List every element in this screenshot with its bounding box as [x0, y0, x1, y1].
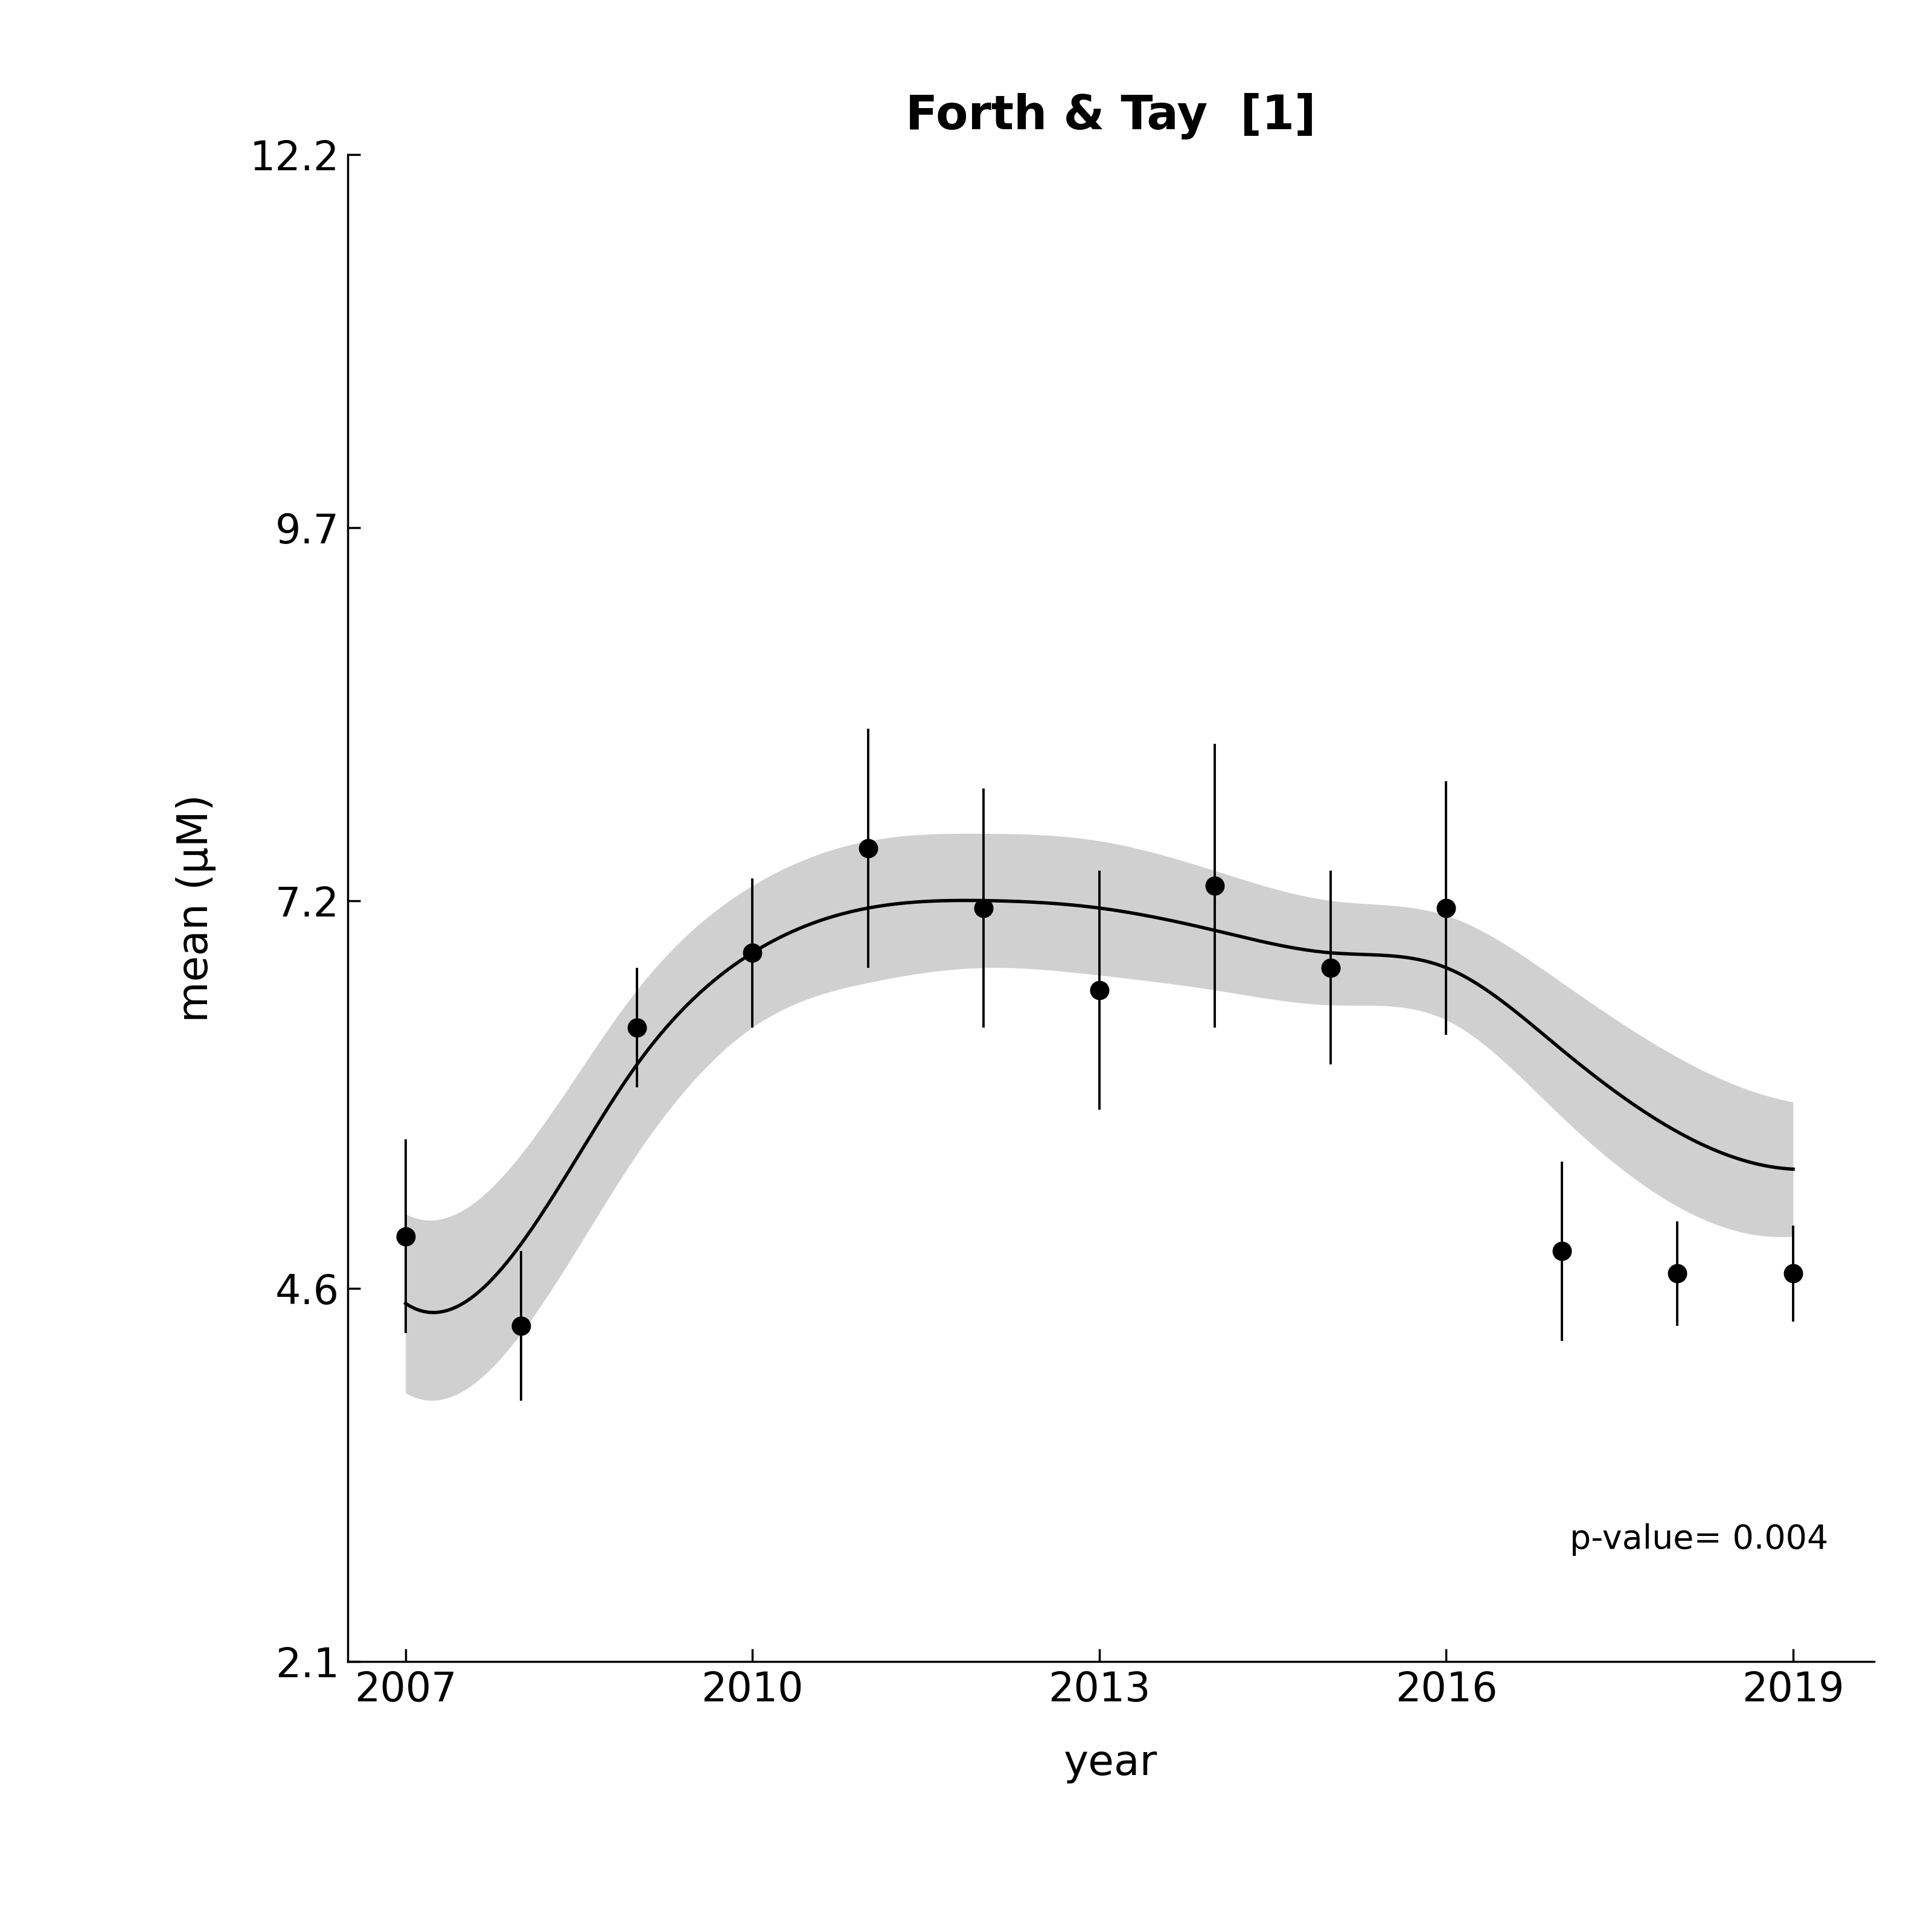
Text: p-value= 0.004: p-value= 0.004 [1569, 1524, 1828, 1555]
X-axis label: year: year [1065, 1743, 1157, 1783]
Y-axis label: mean (μM): mean (μM) [176, 794, 216, 1022]
Title: Forth & Tay  [1]: Forth & Tay [1] [906, 93, 1316, 139]
